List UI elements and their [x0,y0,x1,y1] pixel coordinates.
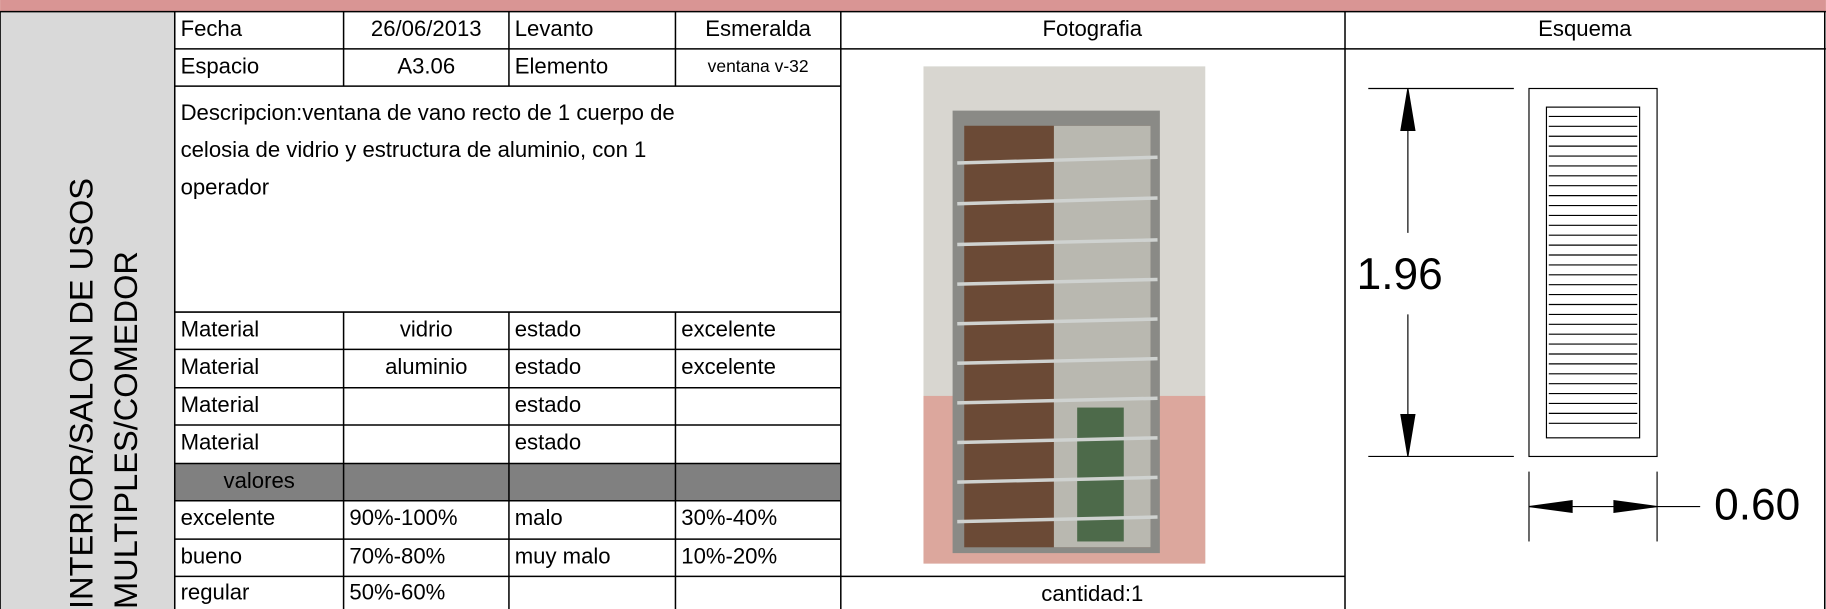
cell-text: A3.06 [397,53,455,78]
cell-text: excelente [181,505,276,530]
photo [923,66,1206,564]
cell-text: Fecha [181,16,243,41]
location-text: MULTIPLES/COMEDOR [107,251,144,609]
location-cell [0,11,175,609]
cell-text: bueno [181,544,242,569]
cell-text: 50%-60% [349,580,445,605]
cell-text: regular [181,580,250,605]
cell-text: estado [515,317,581,342]
cell-text: 1.96 [1357,250,1443,299]
cell-text: cantidad:1 [1041,581,1143,606]
cell-text: malo [515,505,563,530]
grid [0,10,1826,609]
cell-text: Material [181,429,260,454]
cell-text: estado [515,354,581,379]
cell-text: Descripcion:ventana de vano recto de 1 c… [181,100,675,125]
cell-text: Espacio [181,53,260,78]
cell-text: valores [224,468,295,493]
cell-text: estado [515,392,581,417]
cell-text: Material [181,317,260,342]
location-text: INTERIOR/SALON DE USOS [63,178,100,609]
cell-text: aluminio [385,354,467,379]
cell-text: 90%-100% [349,505,457,530]
cell-text: 10%-20% [681,544,777,569]
values-band [174,463,841,501]
cell-text: excelente [681,354,776,379]
cell-text: ventana v-32 [708,56,809,76]
cell-text: Fotografia [1043,16,1143,41]
cell-text: Material [181,354,260,379]
cell-text: celosia de vidrio y estructura de alumin… [181,137,647,162]
scheme-drawing [1368,87,1701,542]
cell-text: muy malo [515,544,611,569]
cell-text: operador [181,174,270,199]
cell-text: Esquema [1538,16,1632,41]
cell-text: vidrio [400,317,453,342]
cell-text: 26/06/2013 [371,16,482,41]
cell-text: excelente [681,317,776,342]
cell-text: 0.60 [1714,480,1800,529]
cell-text: Esmeralda [705,16,811,41]
cell-text: 30%-40% [681,505,777,530]
cell-text: estado [515,429,581,454]
cell-text: Levanto [515,16,594,41]
cell-text: Elemento [515,53,608,78]
cell-text: 70%-80% [349,544,445,569]
cell-text: Material [181,392,260,417]
top-band [0,0,1826,12]
